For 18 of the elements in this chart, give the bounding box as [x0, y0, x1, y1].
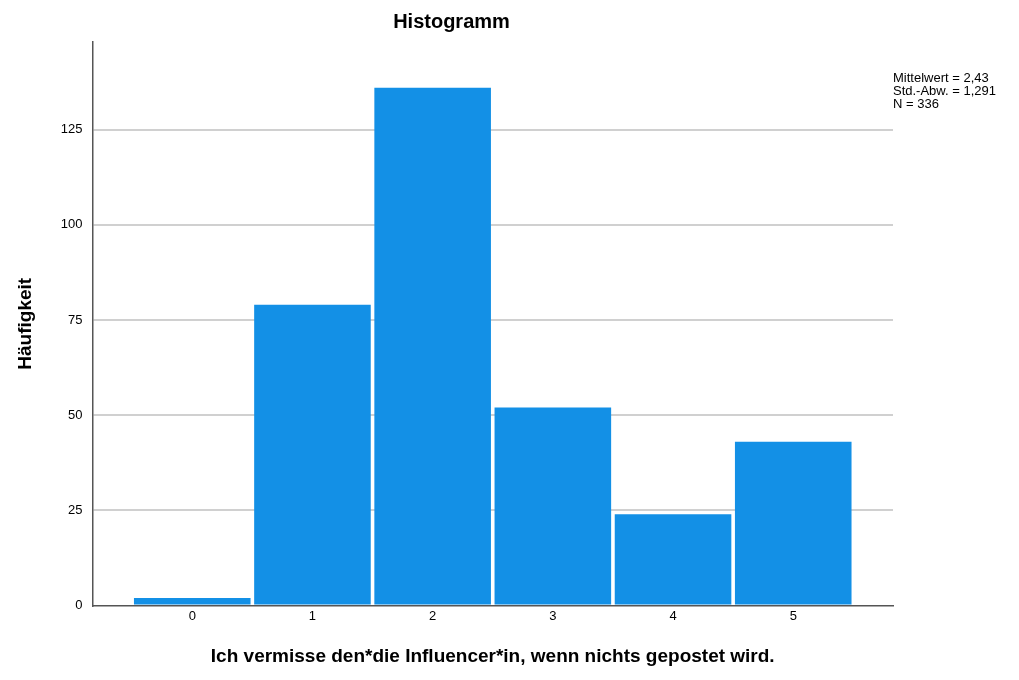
annotation: Std.-Abw. = 1,291: [893, 83, 996, 98]
x-tick-label: 0: [188, 607, 196, 623]
y-tick-label: 125: [60, 121, 83, 137]
y-tick-label: 75: [68, 311, 83, 327]
x-tick-label: 3: [549, 607, 557, 623]
y-tick-label: 0: [75, 597, 83, 613]
x-tick-label: 2: [429, 607, 437, 623]
y-tick-label: 25: [68, 501, 83, 517]
y-tick-label: 100: [60, 216, 83, 232]
y-axis-title: Häufigkeit: [13, 277, 35, 370]
y-tick-label: 50: [68, 406, 83, 422]
annotation: Mittelwert = 2,43: [893, 70, 990, 85]
x-tick-label: 4: [669, 607, 677, 623]
x-tick-label: 5: [789, 607, 797, 623]
chart-title: Histogramm: [393, 9, 510, 32]
x-axis-title: Ich vermisse den*die Influencer*in, wenn nichts gepostet wird.: [210, 644, 775, 666]
annotation: N = 336: [893, 96, 940, 111]
x-tick-label: 1: [308, 607, 317, 623]
